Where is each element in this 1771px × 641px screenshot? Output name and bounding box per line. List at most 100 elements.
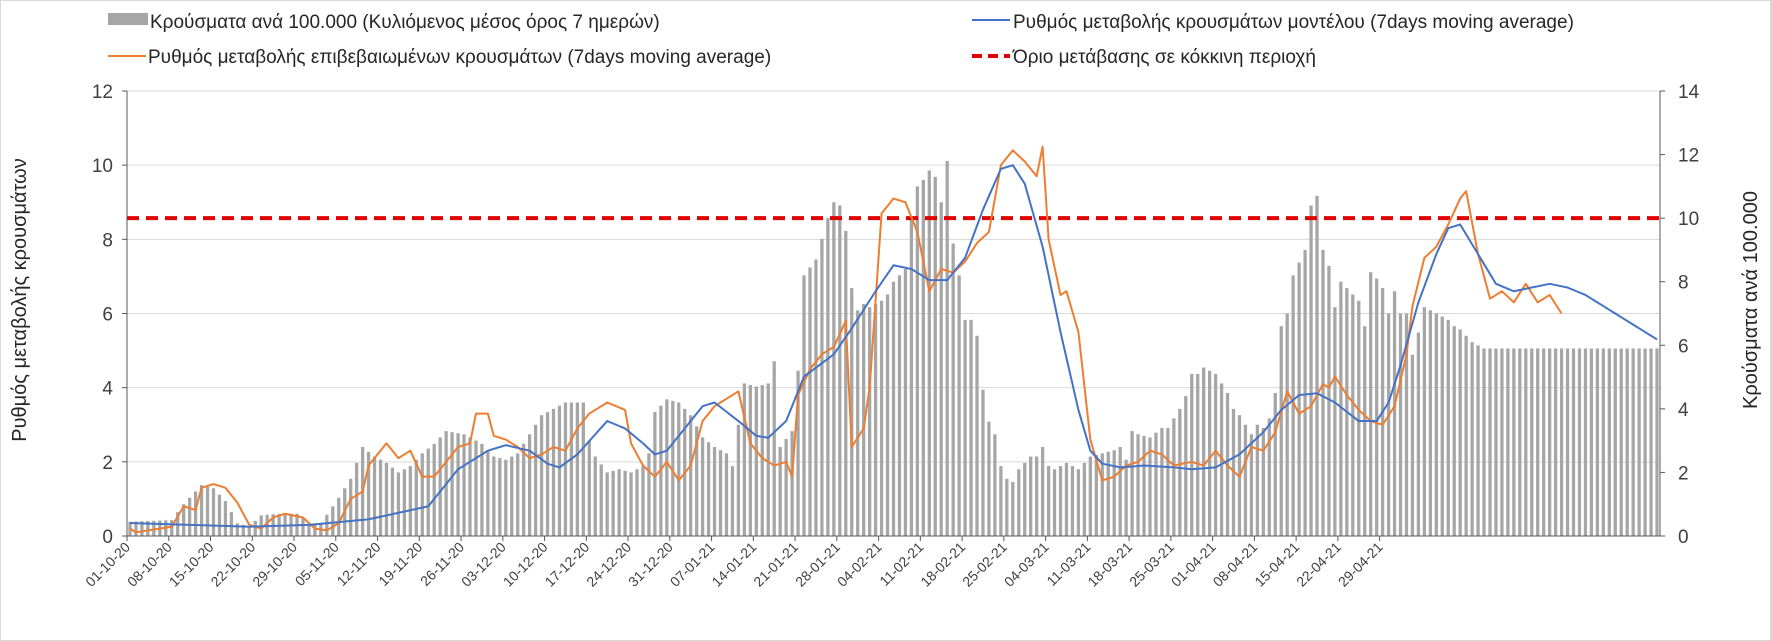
bar	[957, 275, 961, 536]
bar	[951, 243, 955, 536]
bar	[1619, 348, 1623, 536]
bar	[1530, 348, 1534, 536]
bar	[1649, 348, 1653, 536]
bar	[1398, 313, 1403, 536]
bar	[152, 520, 156, 536]
bar	[533, 424, 538, 536]
bar	[1631, 348, 1635, 536]
bar	[856, 310, 860, 536]
bar	[1500, 348, 1504, 536]
x-tick-label: 22-04-21	[1293, 539, 1344, 590]
bar	[1196, 373, 1200, 536]
bar	[766, 383, 770, 536]
bar	[814, 259, 818, 536]
bar	[1243, 424, 1248, 536]
bar	[862, 303, 866, 536]
bar	[909, 218, 914, 536]
model-rate-line	[129, 164, 1658, 528]
bar	[545, 412, 550, 536]
x-tick-label: 25-02-21	[959, 539, 1010, 590]
bar	[939, 202, 943, 536]
bar	[778, 447, 782, 536]
bar	[134, 521, 138, 536]
bar	[695, 426, 699, 536]
bar	[1040, 447, 1045, 536]
bar	[247, 526, 251, 536]
bar	[838, 205, 842, 536]
bar	[307, 523, 311, 536]
bar	[229, 512, 234, 536]
bar	[671, 400, 675, 536]
bar	[808, 267, 812, 536]
bar	[1124, 459, 1128, 536]
bar	[1559, 348, 1564, 536]
bar	[790, 431, 794, 536]
bar	[1488, 348, 1492, 536]
bar	[963, 319, 967, 536]
bar	[903, 269, 908, 536]
bar	[1607, 348, 1611, 536]
bar	[349, 478, 353, 536]
bar	[1357, 300, 1361, 536]
y-left-tick-label: 2	[102, 453, 113, 474]
bar	[706, 442, 711, 536]
bar	[1458, 329, 1462, 536]
bar	[1082, 462, 1087, 536]
bar	[832, 202, 836, 536]
bar	[1386, 313, 1391, 536]
bar	[1154, 432, 1158, 536]
bar	[384, 462, 389, 536]
bar	[969, 319, 973, 536]
tick-labels: 0246810120246810121401-10-2008-10-2015-1…	[82, 82, 1699, 590]
x-tick-label: 17-12-20	[541, 539, 592, 590]
bar	[1369, 272, 1373, 536]
bar	[1064, 462, 1069, 536]
bar	[868, 307, 872, 536]
legend-item-confirmed-rate: Ρυθμός μεταβολής επιβεβαιωμένων κρουσμάτ…	[108, 47, 771, 68]
bar	[575, 402, 579, 536]
bar	[557, 405, 562, 536]
bar	[1046, 466, 1051, 536]
bar	[897, 275, 902, 536]
bar	[1172, 418, 1176, 536]
bar	[414, 459, 418, 536]
bar	[1088, 456, 1092, 536]
bar	[844, 230, 848, 537]
bar	[438, 437, 442, 536]
bar	[1291, 275, 1295, 536]
bar	[1321, 249, 1325, 536]
bar	[331, 506, 335, 536]
bar	[1637, 348, 1641, 536]
bar	[647, 453, 651, 536]
axes	[122, 90, 1665, 541]
bar	[468, 437, 472, 536]
y-right-tick-label: 6	[1678, 336, 1689, 357]
bar	[1571, 348, 1576, 536]
bar	[665, 399, 669, 536]
bar	[581, 402, 585, 536]
bar	[1464, 335, 1468, 536]
bar	[193, 491, 198, 536]
bar	[730, 466, 735, 536]
confirmed-rate-line	[129, 145, 1563, 534]
bar	[1536, 348, 1540, 536]
bar	[1524, 348, 1528, 536]
bar	[605, 472, 609, 536]
legend-label-red-threshold: Όριο μετάβασης σε κόκκινη περιοχή	[1012, 47, 1316, 68]
bar	[211, 488, 216, 536]
bar	[1404, 313, 1409, 536]
bar	[486, 450, 490, 536]
bar	[1208, 370, 1212, 536]
bar	[1303, 249, 1307, 536]
bar	[1112, 450, 1116, 536]
bar	[1118, 447, 1122, 536]
legend-item-cases: Κρούσματα ανά 100.000 (Κυλιόμενος μέσος …	[108, 12, 660, 33]
bar	[1136, 434, 1140, 536]
bar	[1166, 427, 1170, 536]
x-tick-label: 05-11-20	[292, 539, 342, 589]
x-tick-label: 24-12-20	[583, 539, 634, 590]
legend-swatch-cases	[108, 13, 148, 25]
bar	[456, 433, 460, 536]
bar	[498, 458, 502, 537]
x-tick-label: 21-01-21	[750, 539, 801, 590]
